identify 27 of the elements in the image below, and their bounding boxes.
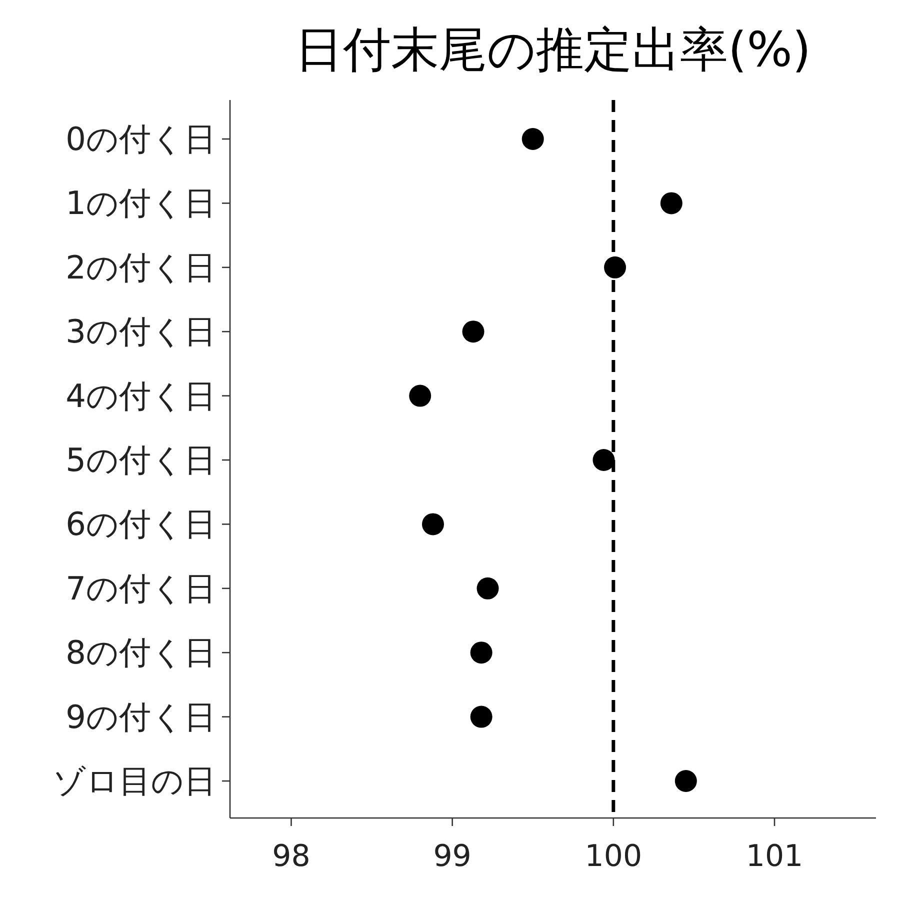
y-tick-label: 6の付く日 xyxy=(66,505,216,544)
point xyxy=(409,384,432,407)
y-tick-label: 9の付く日 xyxy=(66,698,216,736)
point xyxy=(660,192,682,214)
y-tick-label: 3の付く日 xyxy=(66,312,216,351)
chart-title: 日付末尾の推定出率(%) xyxy=(294,22,812,78)
point xyxy=(592,449,615,471)
y-tick-label: ゾロ目の日 xyxy=(53,762,216,800)
y-tick-label: 1の付く日 xyxy=(66,184,216,222)
point xyxy=(470,706,492,728)
y-tick-label: 7の付く日 xyxy=(66,569,216,608)
y-tick-label: 2の付く日 xyxy=(66,248,216,286)
point xyxy=(422,513,444,536)
point xyxy=(604,256,626,278)
y-tick-label: 8の付く日 xyxy=(66,634,216,672)
y-tick-label: 0の付く日 xyxy=(66,120,216,158)
x-tick-label: 100 xyxy=(584,839,642,874)
y-tick-label: 4の付く日 xyxy=(66,376,216,415)
x-tick-label: 99 xyxy=(433,839,472,874)
point xyxy=(522,128,544,150)
point xyxy=(476,577,499,600)
x-tick-label: 98 xyxy=(272,839,310,874)
point xyxy=(470,642,492,664)
point xyxy=(674,770,697,792)
y-tick-label: 5の付く日 xyxy=(66,441,216,479)
x-tick-label: 101 xyxy=(746,839,804,874)
point xyxy=(462,320,484,343)
